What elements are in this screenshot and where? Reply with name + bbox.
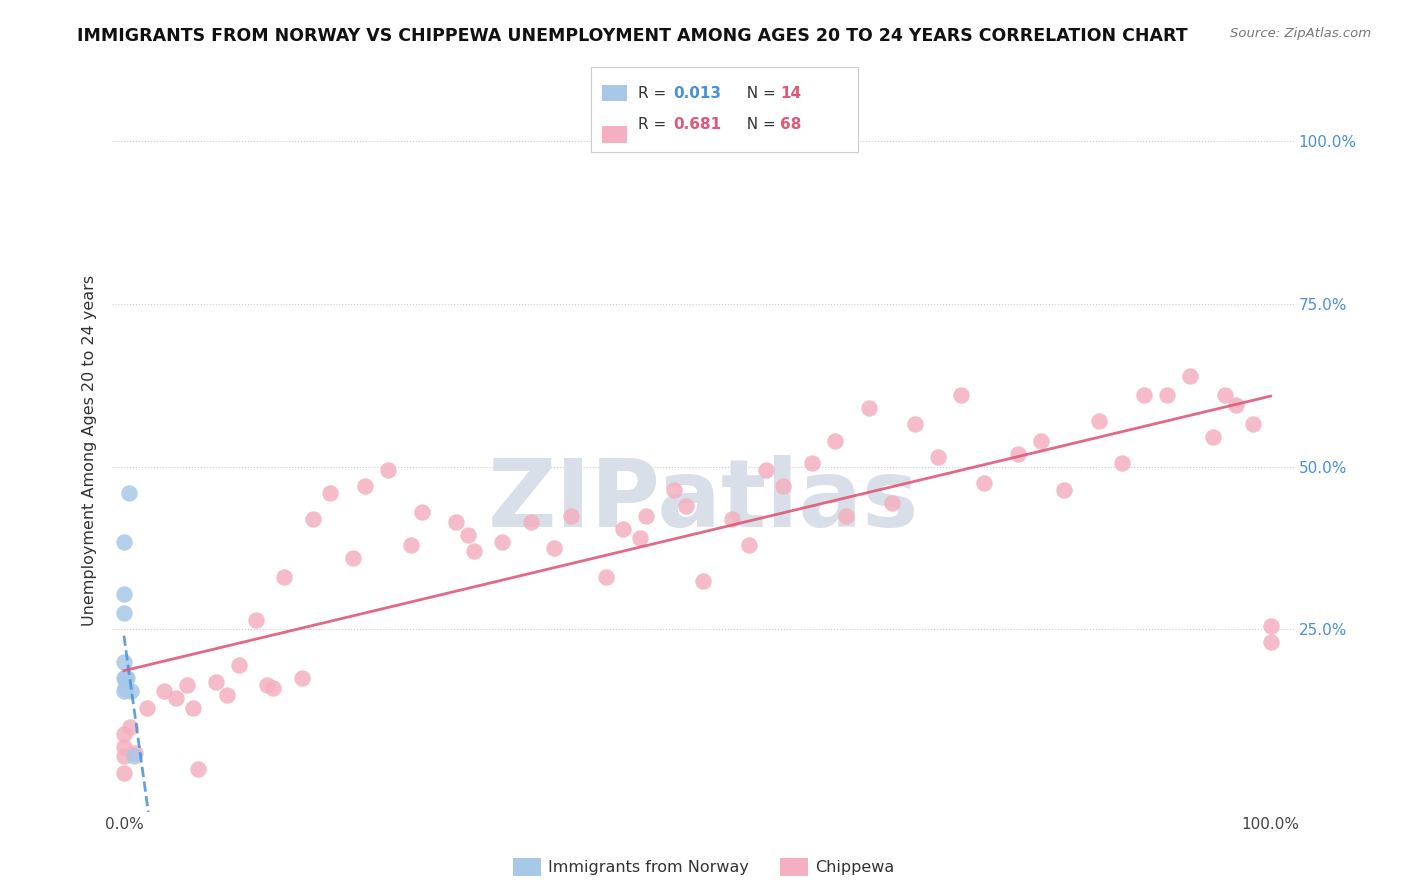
Point xyxy=(112,739,135,754)
Point xyxy=(112,655,135,669)
Point xyxy=(1111,457,1133,471)
Point xyxy=(1213,388,1236,402)
Text: N =: N = xyxy=(737,87,780,101)
Point xyxy=(973,475,995,490)
Point xyxy=(1053,483,1076,497)
Point xyxy=(491,534,513,549)
Point xyxy=(115,671,138,685)
Point xyxy=(858,401,880,416)
Point xyxy=(273,570,295,584)
Point xyxy=(800,457,823,471)
Point xyxy=(256,678,278,692)
Point xyxy=(291,671,314,685)
Point xyxy=(112,587,135,601)
Point xyxy=(120,684,142,698)
Text: R =: R = xyxy=(638,87,672,101)
Point xyxy=(835,508,858,523)
Point xyxy=(772,479,794,493)
Point xyxy=(628,532,651,546)
Point xyxy=(112,765,135,780)
Y-axis label: Unemployment Among Ages 20 to 24 years: Unemployment Among Ages 20 to 24 years xyxy=(82,275,97,626)
Point xyxy=(204,674,226,689)
Point xyxy=(117,485,139,500)
Point xyxy=(457,528,479,542)
Point xyxy=(1007,447,1029,461)
Point xyxy=(1133,388,1156,402)
Point xyxy=(411,505,433,519)
Point xyxy=(118,720,141,734)
Point xyxy=(692,574,714,588)
Point xyxy=(112,684,135,698)
Point xyxy=(1260,619,1282,633)
Point xyxy=(1241,417,1264,432)
Point xyxy=(720,512,742,526)
Point xyxy=(112,671,135,685)
Point xyxy=(543,541,565,555)
Text: R =: R = xyxy=(638,118,672,132)
Point xyxy=(634,508,657,523)
Text: 68: 68 xyxy=(780,118,801,132)
Point xyxy=(245,613,267,627)
Point xyxy=(135,700,157,714)
Text: 14: 14 xyxy=(780,87,801,101)
Text: 0.013: 0.013 xyxy=(673,87,721,101)
Point xyxy=(153,684,176,698)
Point xyxy=(342,550,364,565)
Point xyxy=(560,508,582,523)
Point xyxy=(882,495,904,509)
Text: ZIPatlas: ZIPatlas xyxy=(488,455,918,547)
Point xyxy=(1156,388,1178,402)
Point xyxy=(520,515,543,529)
Point xyxy=(114,681,136,695)
Point xyxy=(262,681,284,695)
Point xyxy=(122,749,145,764)
Point xyxy=(117,671,139,685)
Point xyxy=(463,544,485,558)
Point xyxy=(124,746,146,760)
Text: Source: ZipAtlas.com: Source: ZipAtlas.com xyxy=(1230,27,1371,40)
Point xyxy=(1031,434,1053,448)
Point xyxy=(399,538,422,552)
Point xyxy=(824,434,846,448)
Point xyxy=(755,463,778,477)
Point xyxy=(1180,368,1202,383)
Point xyxy=(217,688,239,702)
Point xyxy=(187,763,209,777)
Point xyxy=(302,512,325,526)
Point xyxy=(949,388,972,402)
Text: Chippewa: Chippewa xyxy=(815,860,894,874)
Point xyxy=(927,450,949,464)
Text: 0.681: 0.681 xyxy=(673,118,721,132)
Point xyxy=(114,671,136,685)
Point xyxy=(1087,414,1109,428)
Point xyxy=(112,534,135,549)
Point xyxy=(112,606,135,620)
Point xyxy=(112,726,135,740)
Point xyxy=(353,479,375,493)
Point xyxy=(1260,635,1282,649)
Point xyxy=(112,749,135,764)
Point xyxy=(1225,398,1247,412)
Point xyxy=(675,499,697,513)
Text: IMMIGRANTS FROM NORWAY VS CHIPPEWA UNEMPLOYMENT AMONG AGES 20 TO 24 YEARS CORREL: IMMIGRANTS FROM NORWAY VS CHIPPEWA UNEMP… xyxy=(77,27,1188,45)
Point xyxy=(319,485,342,500)
Point xyxy=(664,483,686,497)
Point xyxy=(904,417,927,432)
Point xyxy=(1202,430,1225,444)
Text: Immigrants from Norway: Immigrants from Norway xyxy=(548,860,749,874)
Point xyxy=(228,658,250,673)
Point xyxy=(738,538,761,552)
Point xyxy=(377,463,399,477)
Point xyxy=(446,515,468,529)
Point xyxy=(181,700,204,714)
Point xyxy=(176,678,198,692)
Point xyxy=(165,690,187,705)
Point xyxy=(115,681,138,695)
Point xyxy=(612,522,634,536)
Text: N =: N = xyxy=(737,118,780,132)
Point xyxy=(595,570,617,584)
